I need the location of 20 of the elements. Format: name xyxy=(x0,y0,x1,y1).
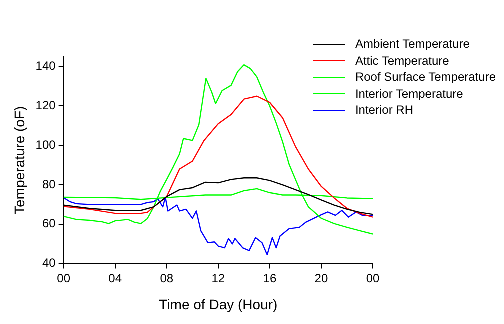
y-tick-label: 120 xyxy=(36,98,56,113)
legend-label: Interior RH xyxy=(355,102,414,118)
x-tick-label: 12 xyxy=(212,271,226,286)
y-axis-title: Temperature (oF) xyxy=(11,106,28,214)
x-tick-label: 16 xyxy=(263,271,277,286)
x-tick-label: 00 xyxy=(57,271,71,286)
legend-label: Ambient Temperature xyxy=(355,36,470,52)
y-tick-label: 40 xyxy=(42,256,56,270)
legend-label: Roof Surface Temperature xyxy=(355,69,496,86)
x-tick-label: 08 xyxy=(160,271,174,286)
x-tick-label: 20 xyxy=(314,271,328,286)
legend-label: Attic Temperature xyxy=(355,52,450,69)
y-tick-label: 100 xyxy=(36,138,56,152)
y-tick-label: 60 xyxy=(42,216,56,231)
x-axis-title: Time of Day (Hour) xyxy=(159,296,278,312)
x-tick-label: 00 xyxy=(366,271,380,286)
y-tick-label: 140 xyxy=(36,59,56,74)
y-tick-label: 80 xyxy=(42,177,56,192)
x-tick-label: 04 xyxy=(108,271,122,286)
legend-label: Interior Temperature xyxy=(355,86,464,102)
